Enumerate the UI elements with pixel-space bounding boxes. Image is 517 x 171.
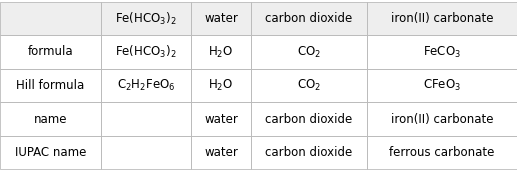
Text: Hill formula: Hill formula [16, 79, 85, 92]
Bar [0, 35, 101, 69]
Bar [0, 136, 101, 169]
Bar [251, 35, 367, 69]
Text: FeCO$_3$: FeCO$_3$ [423, 44, 461, 60]
Text: water: water [204, 12, 238, 25]
Bar [0, 2, 517, 35]
Bar [191, 102, 251, 136]
Bar [0, 2, 101, 35]
Bar [191, 2, 251, 35]
Bar [191, 35, 251, 69]
Text: water: water [204, 113, 238, 126]
Bar [251, 69, 367, 102]
Text: IUPAC name: IUPAC name [14, 146, 86, 159]
Text: carbon dioxide: carbon dioxide [265, 12, 353, 25]
Bar [101, 102, 191, 136]
Bar [367, 2, 517, 35]
Bar [101, 2, 191, 35]
Text: C$_2$H$_2$FeO$_6$: C$_2$H$_2$FeO$_6$ [117, 78, 175, 93]
Bar [101, 136, 191, 169]
Bar [367, 35, 517, 69]
Text: water: water [204, 146, 238, 159]
Bar [251, 102, 367, 136]
Text: Fe(HCO$_3$)$_2$: Fe(HCO$_3$)$_2$ [115, 10, 177, 27]
Text: CO$_2$: CO$_2$ [297, 44, 321, 60]
Text: ferrous carbonate: ferrous carbonate [389, 146, 495, 159]
Bar [251, 136, 367, 169]
Bar [0, 102, 101, 136]
Text: H$_2$O: H$_2$O [208, 78, 234, 93]
Bar [191, 69, 251, 102]
Text: carbon dioxide: carbon dioxide [265, 146, 353, 159]
Bar [367, 102, 517, 136]
Bar [367, 69, 517, 102]
Text: CFeO$_3$: CFeO$_3$ [423, 78, 461, 93]
Bar [101, 69, 191, 102]
Bar [0, 69, 101, 102]
Bar [101, 35, 191, 69]
Bar [367, 136, 517, 169]
Text: name: name [34, 113, 67, 126]
Text: iron(II) carbonate: iron(II) carbonate [391, 113, 493, 126]
Text: formula: formula [27, 45, 73, 58]
Text: iron(II) carbonate: iron(II) carbonate [391, 12, 493, 25]
Bar [251, 2, 367, 35]
Text: carbon dioxide: carbon dioxide [265, 113, 353, 126]
Text: CO$_2$: CO$_2$ [297, 78, 321, 93]
Bar [191, 136, 251, 169]
Text: Fe(HCO$_3$)$_2$: Fe(HCO$_3$)$_2$ [115, 44, 177, 60]
Text: H$_2$O: H$_2$O [208, 44, 234, 60]
